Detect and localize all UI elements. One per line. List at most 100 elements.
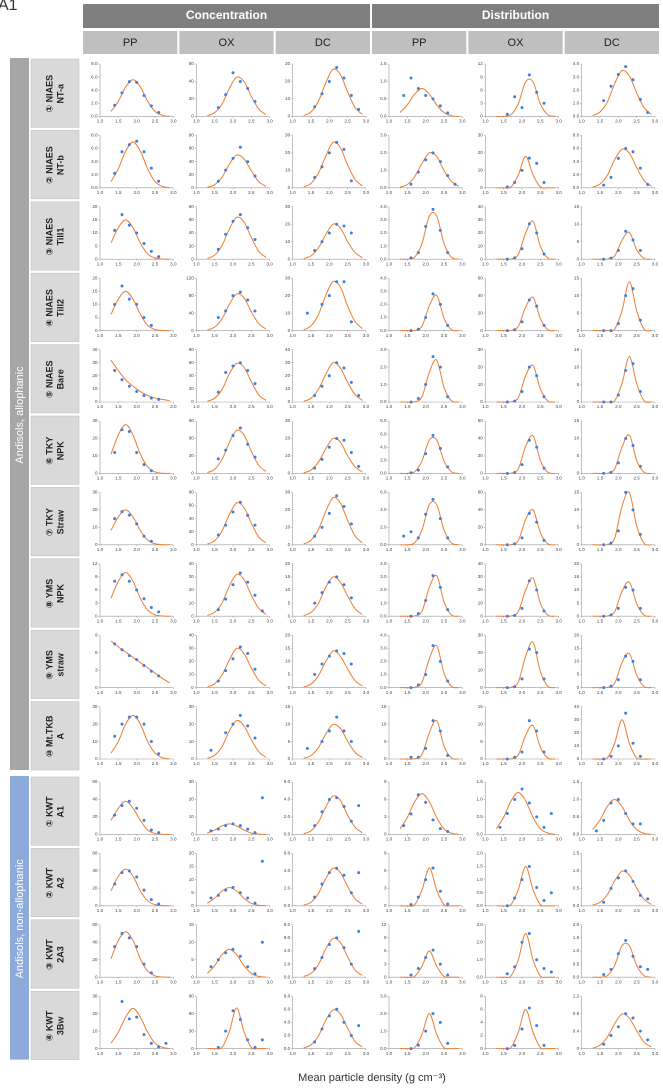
x-tick-label: 3.0	[170, 618, 177, 623]
fit-curve	[592, 870, 652, 906]
x-tick-label: 2.0	[519, 333, 526, 338]
x-tick-label: 3.0	[363, 404, 370, 409]
y-tick-label: 15	[574, 275, 580, 280]
fit-curve	[399, 152, 459, 188]
y-tick-label: 80	[189, 490, 195, 495]
data-point	[513, 965, 517, 969]
x-tick-label: 1.5	[500, 261, 507, 266]
x-tick-label: 2.5	[441, 1051, 448, 1056]
y-tick-label: 1.0	[573, 797, 580, 802]
data-point	[424, 316, 428, 319]
x-tick-label: 1.0	[482, 690, 489, 695]
data-point	[327, 942, 331, 946]
x-tick-label: 3.0	[555, 908, 562, 913]
x-tick-label: 2.0	[615, 761, 622, 766]
data-point	[349, 819, 353, 823]
x-tick-label: 2.5	[248, 837, 255, 842]
data-point	[127, 143, 131, 147]
data-point	[542, 466, 546, 470]
data-point	[313, 824, 317, 828]
data-point	[409, 686, 413, 690]
x-tick-label: 1.5	[404, 404, 411, 409]
y-tick-label: 30	[189, 704, 195, 709]
data-point	[609, 886, 613, 890]
data-point	[335, 649, 339, 653]
y-tick-label: 0.5	[573, 961, 580, 966]
data-point	[231, 1009, 235, 1013]
y-tick-label: 40	[189, 159, 195, 164]
y-tick-label: 20	[92, 957, 98, 962]
x-tick-label: 2.0	[326, 404, 333, 409]
fit-curve	[303, 576, 363, 616]
data-point	[231, 947, 235, 951]
data-point	[149, 249, 153, 253]
data-point	[238, 571, 242, 575]
y-tick-label: 6.0	[284, 851, 291, 856]
data-point	[602, 818, 606, 822]
data-point	[609, 613, 613, 617]
data-point	[224, 232, 228, 236]
data-point	[231, 885, 235, 889]
panel: 0.02.04.06.08.01.0 1.5 2.0 2.5 3.0	[380, 418, 466, 480]
x-tick-label: 1.0	[482, 618, 489, 623]
x-tick-label: 2.5	[248, 261, 255, 266]
data-point	[127, 297, 131, 301]
data-point	[313, 393, 317, 397]
y-tick-label: 0	[384, 756, 387, 761]
panel: 0.01.02.03.01.0 1.5 2.0 2.5 3.0	[380, 133, 466, 195]
data-point	[127, 936, 131, 940]
x-tick-label: 2.5	[152, 404, 159, 409]
fit-curve	[496, 577, 556, 617]
data-point	[238, 145, 242, 149]
data-point	[127, 579, 131, 583]
column-header-label: DC	[315, 37, 331, 49]
data-point	[646, 897, 650, 901]
y-tick-label: 5	[191, 957, 194, 962]
data-point	[349, 891, 353, 895]
x-tick-label: 1.0	[289, 837, 296, 842]
x-tick-label: 1.0	[578, 333, 585, 338]
y-tick-label: 40	[189, 79, 195, 84]
x-tick-label: 3.0	[652, 690, 659, 695]
data-point	[616, 952, 620, 956]
panel: 00.40.81.21.0 1.5 2.0 2.5 3.0	[573, 993, 659, 1055]
fit-curve	[207, 76, 267, 117]
y-tick-label: 3.0	[380, 646, 387, 651]
fit-curve	[496, 641, 556, 689]
y-tick-label: 0	[480, 114, 483, 119]
x-tick-label: 1.5	[404, 190, 411, 195]
y-tick-label: 0	[577, 685, 580, 690]
x-tick-label: 2.5	[344, 404, 351, 409]
x-tick-label: 1.5	[500, 690, 507, 695]
data-point	[127, 869, 131, 873]
y-tick-label: 30	[92, 993, 98, 998]
x-tick-label: 3.0	[652, 1051, 659, 1056]
data-point	[142, 150, 146, 154]
data-point	[520, 677, 524, 681]
y-tick-label: 120	[186, 275, 194, 280]
x-tick-label: 2.5	[152, 979, 159, 984]
x-tick-label: 2.0	[326, 979, 333, 984]
x-tick-label: 3.0	[459, 908, 466, 913]
y-tick-label: 20	[285, 632, 291, 637]
panel: 0.01.02.03.04.01.0 1.5 2.0 2.5 3.0	[380, 632, 466, 694]
data-point	[113, 103, 117, 107]
y-tick-label: 0	[577, 471, 580, 476]
data-point	[313, 895, 317, 899]
fit-curve	[592, 798, 652, 835]
y-tick-label: 0	[577, 756, 580, 761]
x-tick-label: 3.0	[266, 119, 273, 124]
x-tick-label: 2.5	[633, 190, 640, 195]
y-tick-label: 1.0	[380, 1028, 387, 1033]
x-tick-label: 3.0	[652, 190, 659, 195]
row-label: NPK	[55, 584, 65, 604]
x-tick-label: 3.0	[459, 404, 466, 409]
y-tick-label: 15	[574, 418, 580, 423]
